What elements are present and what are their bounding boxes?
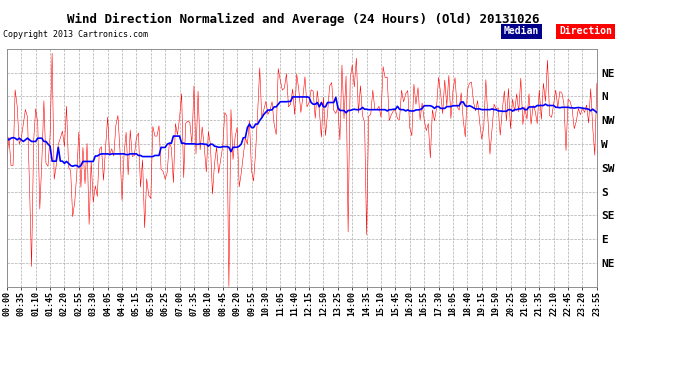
Text: Direction: Direction: [560, 27, 612, 36]
Text: Copyright 2013 Cartronics.com: Copyright 2013 Cartronics.com: [3, 30, 148, 39]
Text: Median: Median: [504, 27, 539, 36]
Text: Wind Direction Normalized and Average (24 Hours) (Old) 20131026: Wind Direction Normalized and Average (2…: [68, 13, 540, 26]
